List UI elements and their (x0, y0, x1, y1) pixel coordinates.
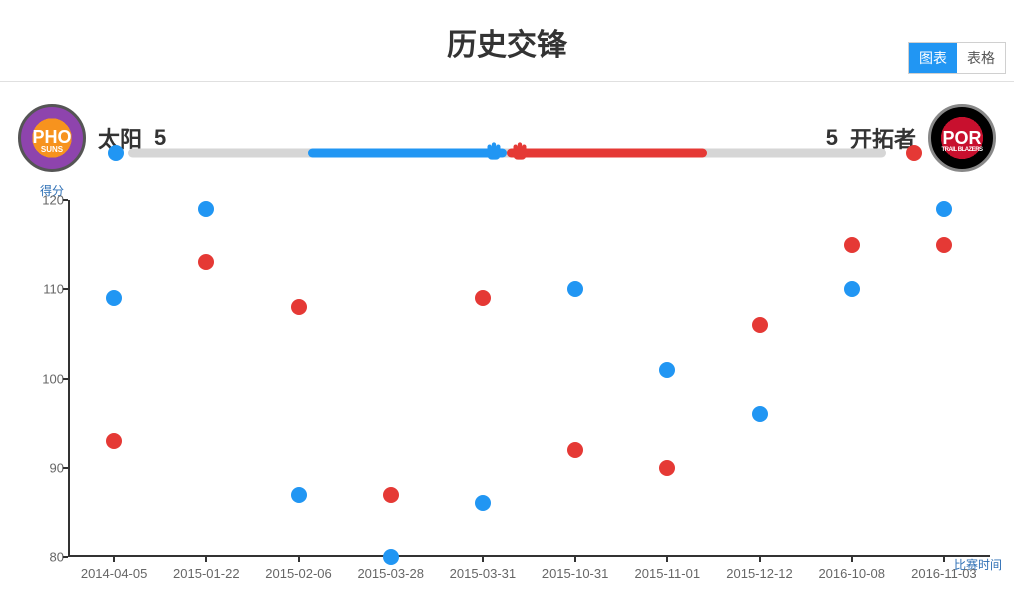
x-tick-mark (666, 557, 668, 562)
fist-icon (481, 138, 533, 168)
tab-table[interactable]: 表格 (957, 43, 1005, 73)
team-abbr-right: POR (942, 129, 981, 147)
data-point (936, 237, 952, 253)
data-point (106, 433, 122, 449)
tab-chart[interactable]: 图表 (909, 43, 957, 73)
x-tick-label: 2015-02-06 (265, 566, 332, 581)
data-point (567, 442, 583, 458)
data-point (198, 201, 214, 217)
data-point (844, 281, 860, 297)
chart-area: 得分 比赛时间 80901001101202014-04-052015-01-2… (18, 182, 1006, 601)
x-tick-mark (205, 557, 207, 562)
x-tick-mark (943, 557, 945, 562)
bar-dot-left (108, 145, 124, 161)
y-tick-label: 110 (30, 282, 64, 297)
y-axis (68, 200, 70, 557)
data-point (752, 406, 768, 422)
x-tick-mark (298, 557, 300, 562)
data-point (291, 299, 307, 315)
y-tick-label: 120 (30, 193, 64, 208)
x-tick-label: 2014-04-05 (81, 566, 148, 581)
y-tick-mark (63, 288, 68, 290)
header: 历史交锋 图表 表格 (0, 0, 1014, 82)
plot: 80901001101202014-04-052015-01-222015-02… (68, 200, 990, 557)
data-point (752, 317, 768, 333)
x-tick-mark (574, 557, 576, 562)
x-tick-mark (759, 557, 761, 562)
data-point (475, 495, 491, 511)
x-tick-label: 2015-12-12 (726, 566, 793, 581)
win-bar-red (507, 149, 707, 158)
data-point (106, 290, 122, 306)
view-tabs: 图表 表格 (908, 42, 1006, 74)
data-point (198, 254, 214, 270)
data-point (383, 487, 399, 503)
y-tick-label: 100 (30, 371, 64, 386)
data-point (475, 290, 491, 306)
page-title: 历史交锋 (0, 0, 1014, 64)
y-tick-label: 90 (30, 460, 64, 475)
x-tick-label: 2015-11-01 (635, 566, 701, 581)
data-point (659, 362, 675, 378)
x-tick-mark (482, 557, 484, 562)
team-logo-right: POR TRAIL BLAZERS (928, 104, 996, 172)
team-logo-left: PHO SUNS (18, 104, 86, 172)
team-sub-right: TRAIL BLAZERS (941, 147, 982, 153)
y-tick-mark (63, 467, 68, 469)
team-sub-left: SUNS (41, 146, 63, 154)
bar-dot-right (906, 145, 922, 161)
y-tick-mark (63, 556, 68, 558)
win-bar (108, 144, 906, 162)
x-tick-label: 2015-03-28 (357, 566, 424, 581)
data-point (567, 281, 583, 297)
win-bar-blue (308, 149, 508, 158)
y-tick-mark (63, 199, 68, 201)
y-tick-label: 80 (30, 550, 64, 565)
x-tick-label: 2015-10-31 (542, 566, 609, 581)
team-abbr-left: PHO (32, 128, 71, 146)
y-tick-mark (63, 378, 68, 380)
x-tick-mark (851, 557, 853, 562)
teams-row: PHO SUNS 太阳 5 5 开拓者 POR TRAIL BLAZERS (0, 82, 1014, 182)
x-tick-label: 2016-11-03 (911, 566, 977, 581)
data-point (936, 201, 952, 217)
x-tick-label: 2015-03-31 (450, 566, 517, 581)
data-point (844, 237, 860, 253)
x-tick-label: 2015-01-22 (173, 566, 240, 581)
data-point (659, 460, 675, 476)
x-tick-mark (113, 557, 115, 562)
data-point (291, 487, 307, 503)
data-point (383, 549, 399, 565)
x-tick-label: 2016-10-08 (818, 566, 885, 581)
